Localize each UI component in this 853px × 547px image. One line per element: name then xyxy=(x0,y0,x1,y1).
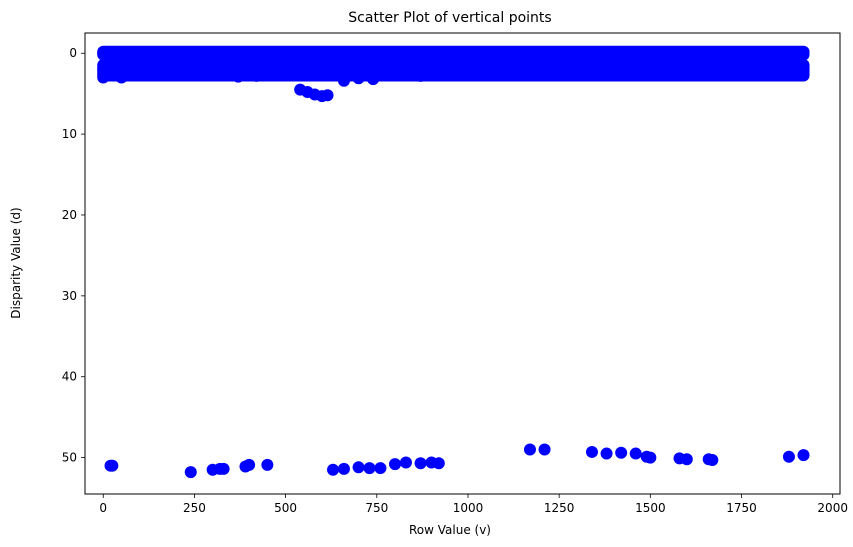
data-points xyxy=(97,45,810,479)
y-axis-label: Disparity Value (d) xyxy=(9,207,23,318)
data-point xyxy=(735,64,748,77)
data-point xyxy=(115,71,128,84)
chart-title: Scatter Plot of vertical points xyxy=(348,10,551,26)
data-point xyxy=(352,72,365,85)
data-point xyxy=(797,449,810,462)
y-tick-label: 40 xyxy=(62,370,77,384)
data-point xyxy=(133,67,146,80)
data-point xyxy=(538,443,551,456)
data-point xyxy=(782,450,795,463)
x-tick-label: 750 xyxy=(365,501,388,515)
data-point xyxy=(297,67,310,80)
data-point xyxy=(206,65,219,78)
data-point xyxy=(432,457,445,470)
data-point xyxy=(461,64,474,77)
data-point xyxy=(374,462,387,475)
data-point xyxy=(498,64,511,77)
data-point xyxy=(797,63,810,76)
data-point xyxy=(644,65,657,78)
data-point xyxy=(717,65,730,78)
data-point xyxy=(261,458,274,471)
data-point xyxy=(243,458,256,471)
data-point xyxy=(217,462,230,475)
data-point xyxy=(363,462,376,475)
data-point xyxy=(97,47,110,60)
data-point xyxy=(399,456,412,469)
data-point xyxy=(104,67,117,80)
data-point xyxy=(589,65,602,78)
data-point xyxy=(321,89,334,102)
x-tick-label: 250 xyxy=(183,501,206,515)
data-point xyxy=(414,457,427,470)
data-point xyxy=(327,463,340,476)
y-tick-label: 20 xyxy=(62,208,77,222)
y-axis: 0 10 20 30 40 50 xyxy=(62,46,85,465)
data-point xyxy=(188,63,201,76)
plot-frame xyxy=(84,32,841,495)
data-point xyxy=(337,74,350,87)
dense-point-band xyxy=(97,45,810,61)
y-tick-label: 50 xyxy=(62,451,77,465)
data-point xyxy=(615,446,628,459)
data-point xyxy=(279,65,292,78)
data-point xyxy=(184,466,197,479)
data-point xyxy=(706,454,719,467)
data-point xyxy=(337,462,350,475)
data-point xyxy=(261,65,274,78)
data-point xyxy=(753,65,766,78)
data-point xyxy=(170,65,183,78)
data-point xyxy=(367,73,380,86)
data-point xyxy=(571,65,584,78)
data-point xyxy=(585,445,598,458)
data-point xyxy=(106,459,119,472)
data-point xyxy=(629,447,642,460)
data-point xyxy=(443,64,456,77)
data-point xyxy=(534,64,547,77)
y-tick-label: 10 xyxy=(62,127,77,141)
data-point xyxy=(389,458,402,471)
x-axis: 0 250 500 750 1000 1250 1500 1750 2000 xyxy=(99,494,848,515)
data-point xyxy=(680,65,693,78)
x-tick-label: 0 xyxy=(99,501,107,515)
data-point xyxy=(680,453,693,466)
data-point xyxy=(607,65,620,78)
data-point xyxy=(553,64,566,77)
x-tick-label: 1750 xyxy=(726,501,757,515)
data-point xyxy=(480,64,493,77)
data-point xyxy=(626,65,639,78)
data-point xyxy=(699,65,712,78)
data-point xyxy=(771,64,784,77)
data-point xyxy=(414,69,427,82)
x-tick-label: 1250 xyxy=(544,501,575,515)
data-point xyxy=(516,64,529,77)
data-point xyxy=(232,70,245,83)
x-tick-label: 500 xyxy=(274,501,297,515)
y-tick-label: 0 xyxy=(69,46,77,60)
data-point xyxy=(250,69,263,82)
data-point xyxy=(151,67,164,80)
data-point xyxy=(334,65,347,78)
x-tick-label: 2000 xyxy=(817,501,848,515)
y-tick-label: 30 xyxy=(62,289,77,303)
data-point xyxy=(600,447,613,460)
data-point xyxy=(523,443,536,456)
x-tick-label: 1500 xyxy=(635,501,666,515)
x-axis-label: Row Value (v) xyxy=(409,523,491,537)
data-point xyxy=(352,461,365,474)
data-point xyxy=(662,65,675,78)
data-point xyxy=(644,451,657,464)
data-point xyxy=(432,68,445,81)
data-point xyxy=(316,65,329,78)
x-tick-label: 1000 xyxy=(453,501,484,515)
data-point xyxy=(389,65,402,78)
